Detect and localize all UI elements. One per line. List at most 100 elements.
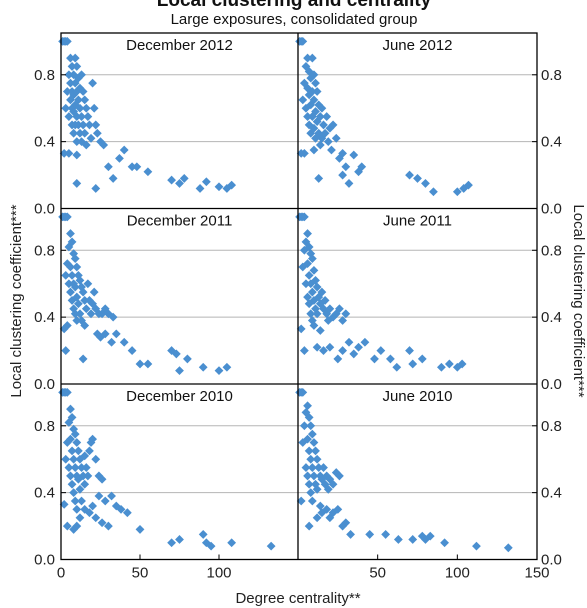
y-tick-label: 0.4 bbox=[541, 134, 562, 151]
x-tick-label: 100 bbox=[445, 565, 470, 582]
data-point bbox=[323, 137, 333, 147]
data-point bbox=[338, 346, 348, 355]
data-point bbox=[59, 148, 69, 158]
data-point bbox=[77, 463, 86, 472]
data-point bbox=[78, 120, 88, 130]
data-point bbox=[421, 535, 430, 544]
data-point bbox=[62, 212, 72, 222]
data-point bbox=[72, 137, 82, 147]
panel-6: June 2010 bbox=[295, 387, 537, 553]
data-point bbox=[303, 471, 312, 481]
data-point bbox=[303, 53, 312, 63]
data-point bbox=[80, 321, 90, 330]
data-point bbox=[307, 87, 317, 96]
data-point bbox=[298, 36, 308, 46]
data-point bbox=[306, 454, 316, 464]
data-point bbox=[132, 162, 142, 172]
y-tick-label: 0.4 bbox=[34, 134, 55, 151]
data-point bbox=[304, 413, 314, 422]
data-point bbox=[303, 83, 312, 93]
data-point bbox=[222, 184, 232, 193]
data-point bbox=[307, 429, 317, 439]
data-point bbox=[312, 282, 322, 292]
y-tick-label: 0.4 bbox=[34, 485, 55, 502]
data-point bbox=[108, 312, 118, 322]
panel-1: December 2012 bbox=[58, 36, 298, 193]
data-point bbox=[77, 137, 86, 147]
data-point bbox=[312, 513, 322, 523]
data-point bbox=[70, 53, 80, 63]
data-point bbox=[315, 501, 325, 511]
data-point bbox=[127, 162, 137, 172]
data-point bbox=[64, 418, 74, 427]
data-point bbox=[299, 346, 309, 355]
data-point bbox=[312, 454, 322, 464]
data-point bbox=[315, 112, 325, 121]
data-point bbox=[304, 242, 314, 252]
y-tick-label: 0.8 bbox=[541, 67, 562, 84]
y-tick-label: 0.0 bbox=[541, 552, 562, 569]
data-point bbox=[69, 454, 79, 464]
data-point bbox=[143, 167, 153, 177]
axes-ticks: 0.0 0.00.4 0.40.8 0.80.0 0.00.4 0.40.8 0.80.0 0… bbox=[34, 67, 562, 582]
data-point bbox=[386, 354, 395, 364]
data-point bbox=[75, 275, 85, 285]
y-tick-label: 0.0 bbox=[541, 376, 562, 393]
chart-title: Local clustering and centrality bbox=[157, 0, 432, 11]
data-point bbox=[312, 484, 322, 494]
data-point bbox=[167, 538, 176, 548]
data-point bbox=[91, 120, 101, 130]
data-point bbox=[311, 304, 320, 314]
data-point bbox=[325, 304, 335, 314]
data-point bbox=[464, 180, 473, 190]
data-point bbox=[392, 362, 402, 372]
data-point bbox=[317, 287, 327, 297]
data-point bbox=[309, 471, 319, 481]
data-point bbox=[183, 354, 192, 364]
data-point bbox=[81, 304, 91, 314]
data-point bbox=[66, 471, 75, 481]
data-point bbox=[66, 262, 75, 272]
data-point bbox=[309, 70, 319, 80]
data-point bbox=[307, 254, 317, 264]
data-point bbox=[99, 140, 109, 150]
data-point bbox=[80, 296, 90, 305]
data-point bbox=[108, 174, 118, 183]
data-point bbox=[66, 229, 75, 238]
data-point bbox=[75, 103, 85, 113]
data-point bbox=[299, 212, 309, 222]
data-point bbox=[381, 530, 391, 539]
data-point bbox=[327, 145, 336, 155]
data-point bbox=[325, 342, 335, 352]
data-point bbox=[309, 123, 319, 133]
data-point bbox=[104, 162, 113, 172]
x-tick-label: 0 bbox=[57, 565, 65, 582]
data-point bbox=[62, 438, 72, 447]
data-point bbox=[119, 337, 129, 347]
x-tick-label: 50 bbox=[132, 565, 149, 582]
data-point bbox=[75, 513, 85, 523]
data-point bbox=[85, 446, 94, 456]
data-point bbox=[472, 541, 481, 551]
data-point bbox=[67, 103, 77, 113]
data-point bbox=[322, 504, 332, 514]
y-tick-label: 0.8 bbox=[34, 67, 55, 84]
data-point bbox=[304, 299, 314, 309]
data-point bbox=[354, 342, 363, 352]
data-point bbox=[222, 362, 232, 372]
panel-title: December 2011 bbox=[127, 213, 233, 230]
data-point bbox=[301, 408, 311, 417]
data-point bbox=[78, 287, 88, 297]
data-point bbox=[66, 53, 75, 63]
data-point bbox=[78, 87, 88, 96]
data-point bbox=[119, 145, 129, 155]
data-point bbox=[61, 103, 71, 113]
data-point bbox=[66, 78, 75, 88]
data-point bbox=[328, 479, 338, 489]
y-tick-label: 0.8 bbox=[541, 418, 562, 435]
data-point bbox=[459, 184, 469, 193]
data-point bbox=[309, 265, 319, 275]
data-point bbox=[61, 270, 71, 280]
data-point bbox=[341, 162, 351, 172]
data-point bbox=[73, 120, 83, 130]
